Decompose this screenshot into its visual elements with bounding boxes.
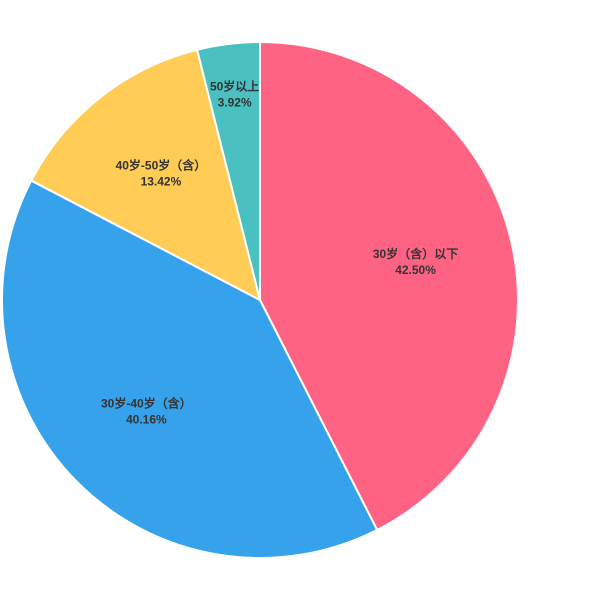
slice-value-label: 13.42% xyxy=(141,175,182,189)
slice-label: 40岁-50岁（含） xyxy=(116,158,207,173)
slice-value-label: 40.16% xyxy=(126,413,167,427)
slice-label: 30岁-40岁（含） xyxy=(101,396,192,411)
slice-label: 50岁以上 xyxy=(210,78,259,93)
pie-slice xyxy=(1,179,379,559)
slice-value-label: 3.92% xyxy=(218,95,252,109)
pie-slice xyxy=(259,40,519,532)
slice-label: 30岁（含）以下 xyxy=(373,246,458,261)
pie-slice xyxy=(195,40,261,301)
pie-slice xyxy=(29,48,262,302)
slice-value-label: 42.50% xyxy=(395,263,436,277)
